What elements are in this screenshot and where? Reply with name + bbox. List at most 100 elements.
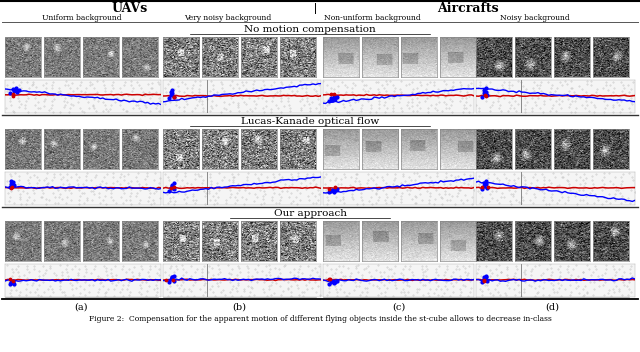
- Text: Aircrafts: Aircrafts: [437, 2, 499, 15]
- Text: (a): (a): [74, 302, 88, 312]
- Point: [327, 278, 337, 284]
- Point: [164, 279, 175, 285]
- Point: [4, 90, 15, 96]
- Text: Lucas-Kanade optical flow: Lucas-Kanade optical flow: [241, 118, 379, 126]
- Point: [328, 94, 339, 99]
- Text: (d): (d): [545, 302, 559, 312]
- Point: [327, 97, 337, 103]
- Text: No motion compensation: No motion compensation: [244, 25, 376, 34]
- Point: [168, 274, 178, 279]
- Point: [14, 87, 24, 93]
- Text: Very noisy background: Very noisy background: [184, 14, 271, 22]
- Point: [477, 94, 488, 99]
- Point: [168, 277, 178, 283]
- Point: [8, 93, 18, 98]
- Point: [481, 86, 491, 91]
- Point: [8, 278, 19, 284]
- Text: Our approach: Our approach: [273, 209, 346, 219]
- Point: [325, 279, 335, 285]
- Point: [479, 274, 489, 279]
- Point: [169, 186, 179, 192]
- Point: [324, 276, 334, 282]
- Point: [164, 95, 175, 101]
- Point: [4, 282, 15, 287]
- Point: [482, 92, 492, 98]
- Text: Figure 2:  Compensation for the apparent motion of different flying objects insi: Figure 2: Compensation for the apparent …: [88, 315, 552, 323]
- Point: [6, 279, 17, 285]
- Point: [479, 276, 489, 282]
- Point: [166, 92, 176, 98]
- Point: [6, 280, 17, 286]
- Point: [325, 95, 335, 101]
- Point: [332, 186, 342, 191]
- Point: [481, 273, 491, 278]
- Point: [481, 275, 491, 280]
- Point: [168, 90, 178, 96]
- Point: [330, 187, 340, 193]
- Point: [5, 277, 15, 282]
- Point: [168, 183, 178, 189]
- Point: [169, 94, 179, 100]
- Point: [481, 93, 491, 99]
- Point: [324, 99, 334, 104]
- Point: [330, 96, 340, 102]
- Point: [166, 276, 176, 282]
- Point: [11, 86, 21, 91]
- Point: [9, 281, 19, 287]
- Point: [168, 275, 178, 280]
- Point: [9, 88, 19, 93]
- Point: [479, 180, 489, 186]
- Point: [482, 278, 492, 283]
- Point: [12, 89, 22, 94]
- Point: [169, 184, 179, 190]
- Text: UAVs: UAVs: [112, 2, 148, 15]
- Point: [164, 188, 175, 194]
- Point: [169, 273, 179, 278]
- Text: (b): (b): [232, 302, 246, 312]
- Point: [481, 178, 491, 184]
- Text: (c): (c): [392, 302, 406, 312]
- Point: [169, 180, 179, 186]
- Point: [324, 276, 335, 282]
- Point: [328, 189, 339, 195]
- Point: [8, 92, 18, 97]
- Point: [327, 187, 337, 193]
- Point: [477, 184, 487, 190]
- Point: [330, 184, 340, 189]
- Point: [8, 278, 18, 284]
- Point: [9, 182, 19, 188]
- Point: [324, 190, 334, 195]
- Point: [6, 178, 17, 184]
- Point: [6, 181, 17, 186]
- Point: [8, 179, 18, 185]
- Point: [481, 89, 491, 94]
- Point: [479, 183, 489, 189]
- Point: [479, 278, 489, 283]
- Point: [166, 185, 176, 191]
- Point: [481, 181, 491, 187]
- Point: [330, 279, 340, 285]
- Point: [328, 280, 339, 286]
- Point: [329, 91, 339, 97]
- Point: [168, 182, 178, 187]
- Point: [477, 279, 488, 285]
- Point: [324, 281, 334, 287]
- Text: Uniform background: Uniform background: [42, 14, 122, 22]
- Point: [325, 188, 335, 194]
- Point: [483, 184, 493, 190]
- Point: [479, 278, 489, 284]
- Point: [168, 87, 178, 93]
- Point: [479, 87, 489, 93]
- Point: [332, 94, 342, 100]
- Point: [6, 184, 17, 189]
- Point: [8, 279, 18, 285]
- Point: [169, 278, 179, 283]
- Point: [169, 94, 179, 99]
- Point: [166, 89, 176, 94]
- Point: [169, 94, 179, 99]
- Text: Non-uniform background: Non-uniform background: [324, 14, 420, 22]
- Point: [326, 91, 337, 97]
- Point: [8, 183, 18, 189]
- Point: [332, 278, 342, 283]
- Point: [479, 92, 490, 98]
